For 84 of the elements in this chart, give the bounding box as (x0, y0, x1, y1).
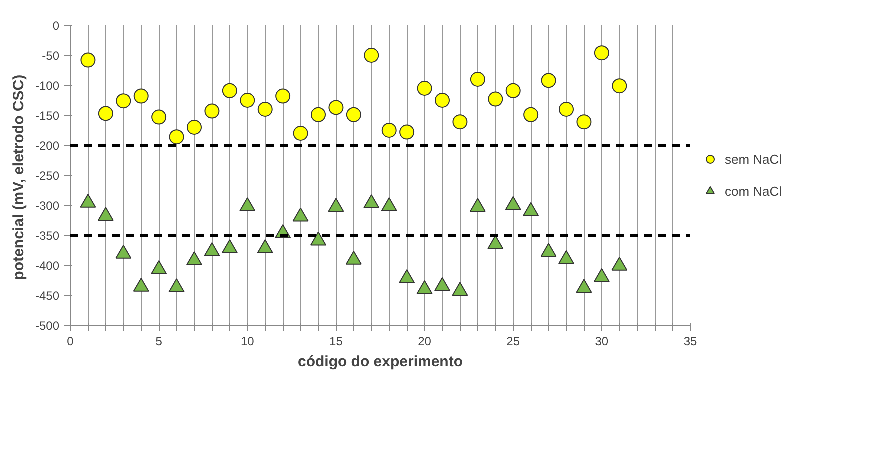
point (311, 107, 326, 122)
point (364, 194, 380, 209)
point (559, 102, 574, 117)
point (434, 277, 450, 292)
point (558, 250, 574, 264)
point (276, 88, 291, 104)
x-tick-label: 10 (240, 334, 255, 348)
x-tick-label: 30 (595, 334, 609, 348)
point (576, 114, 592, 130)
point (292, 208, 309, 222)
x-tick-label: 15 (330, 334, 344, 348)
point (187, 120, 202, 135)
y-tick-label: -100 (35, 79, 60, 93)
point (541, 73, 556, 88)
y-tick-label: -350 (35, 229, 60, 243)
x-tick-label: 0 (67, 334, 74, 348)
point (152, 110, 167, 125)
x-tick-label: 25 (506, 334, 520, 348)
point (435, 93, 450, 108)
point (594, 268, 610, 282)
point (470, 198, 486, 212)
y-tick-label: -250 (35, 169, 60, 183)
point (381, 198, 398, 212)
point (222, 240, 238, 254)
point (399, 270, 416, 284)
y-tick-label: -150 (35, 109, 60, 123)
point (612, 78, 628, 94)
y-tick-label: -500 (35, 319, 60, 333)
point (258, 102, 273, 117)
point (346, 107, 362, 122)
point (506, 83, 521, 98)
point (452, 282, 468, 296)
legend-label: com NaCl (725, 184, 782, 198)
point (293, 126, 308, 141)
point (576, 279, 592, 294)
x-axis-title: código do experimento (298, 354, 464, 370)
point (417, 81, 432, 96)
x-tick-label: 35 (684, 334, 698, 348)
point (240, 198, 256, 212)
x-tick-label: 20 (418, 334, 432, 348)
point (452, 114, 468, 130)
point (540, 243, 557, 258)
point (116, 244, 132, 259)
y-tick-label: -300 (35, 199, 60, 213)
point (257, 240, 274, 254)
y-tick-label: 0 (52, 19, 60, 33)
x-tick-label: 5 (156, 334, 163, 348)
point (168, 278, 185, 293)
y-tick-label: -400 (35, 259, 60, 273)
point (488, 92, 504, 107)
point (80, 194, 96, 208)
y-tick-label: -200 (35, 139, 60, 153)
point (346, 250, 362, 265)
point (416, 280, 433, 294)
point (594, 46, 610, 61)
point (364, 48, 380, 63)
point (204, 104, 220, 119)
y-tick-label: -450 (35, 289, 60, 303)
point (133, 278, 150, 292)
point (98, 106, 114, 122)
point (186, 252, 202, 266)
point (80, 52, 96, 68)
point (505, 196, 522, 210)
legend-label: sem NaCl (725, 152, 782, 166)
point (240, 93, 256, 108)
point (98, 207, 114, 222)
point (310, 232, 326, 246)
point (222, 83, 238, 98)
point (204, 242, 220, 257)
point (134, 88, 149, 104)
point (524, 107, 539, 122)
point (523, 202, 540, 216)
point (470, 72, 486, 87)
point (116, 94, 132, 109)
point (400, 124, 415, 140)
point (382, 123, 397, 138)
point (328, 100, 344, 116)
y-tick-label: -50 (42, 49, 60, 63)
point (328, 198, 344, 212)
point (488, 235, 504, 250)
point (612, 256, 628, 271)
point (151, 260, 168, 275)
point (169, 130, 184, 145)
y-axis-title: potencial (mV, eletrodo CSC) (10, 74, 28, 280)
